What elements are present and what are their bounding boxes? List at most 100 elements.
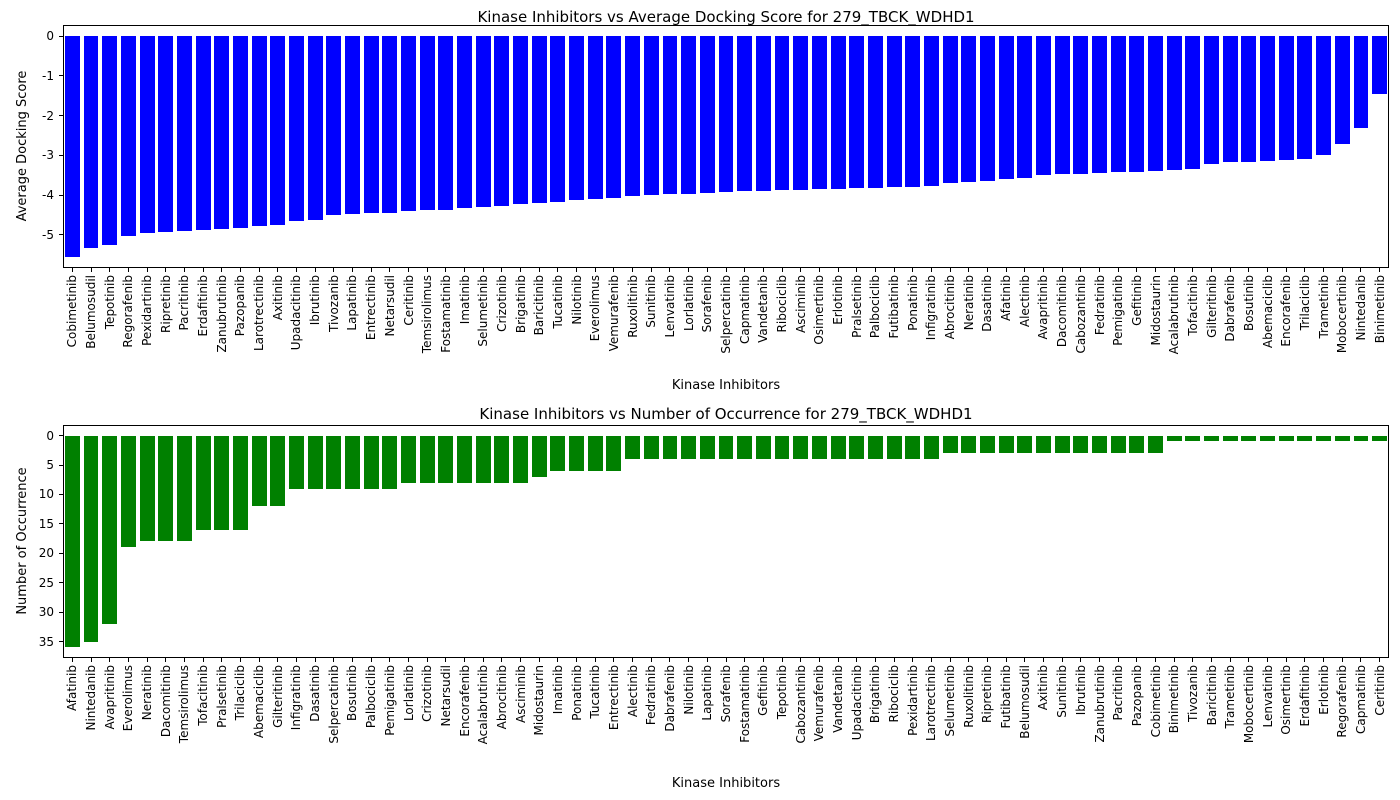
x-tick-mark (1360, 268, 1362, 272)
x-tick-label: Nilotinib (681, 665, 696, 715)
x-tick-mark (501, 658, 503, 662)
x-tick-label: Encorafenib (1279, 275, 1294, 347)
bar (102, 435, 118, 624)
y-tick-label: -3 (42, 148, 54, 163)
x-tick-label: Osimertinib (1279, 665, 1294, 735)
bar (1110, 36, 1126, 173)
x-tick-label: Pexidartinib (905, 665, 920, 736)
x-tick-label: Erlotinib (1316, 665, 1331, 715)
bar (1092, 36, 1107, 174)
x-tick-mark (1192, 658, 1194, 662)
x-tick-mark (576, 268, 578, 272)
x-tick-mark (725, 268, 727, 272)
bar (1241, 435, 1257, 442)
x-tick-mark (71, 658, 73, 662)
bar (1278, 36, 1294, 161)
x-tick-mark (893, 268, 895, 272)
bar (1372, 435, 1388, 442)
x-tick-mark (202, 268, 204, 272)
bar (961, 36, 977, 182)
bar (569, 36, 585, 200)
bar (718, 435, 734, 460)
bar (1148, 435, 1164, 454)
y-tick-label: 15 (38, 516, 54, 531)
y-tick-label: 35 (38, 634, 54, 649)
x-tick-label: Pralsetinib (214, 665, 229, 728)
x-tick-label: Midostaurin (532, 665, 547, 736)
x-tick-label: Ribociclib (775, 275, 790, 333)
x-tick-label: Dasatinib (980, 275, 995, 332)
x-tick-label: Asciminib (513, 665, 528, 723)
bar (1316, 36, 1332, 156)
x-tick-label: Tepotinib (775, 665, 790, 720)
bar (139, 435, 155, 542)
x-tick-mark (520, 658, 522, 662)
bar (214, 435, 230, 530)
x-tick-mark (1341, 658, 1343, 662)
x-tick-label: Gilteritinib (270, 665, 285, 728)
x-tick-mark (351, 268, 353, 272)
y-tick-mark (59, 435, 63, 437)
x-tick-label: Netarsudil (438, 665, 453, 727)
x-tick-label: Tivozanib (326, 275, 341, 332)
bar (120, 36, 136, 236)
y-tick-mark (59, 234, 63, 236)
x-tick-label: Pralsetinib (849, 275, 864, 338)
x-tick-label: Sunitinib (1055, 665, 1070, 718)
x-tick-label: Ponatinib (569, 665, 584, 721)
bar (1166, 435, 1182, 442)
bar (1204, 435, 1220, 442)
x-tick-mark (594, 268, 596, 272)
bar (1204, 36, 1220, 165)
bar (513, 36, 529, 204)
x-tick-label: Infigratinib (289, 665, 304, 731)
x-tick-mark (146, 268, 148, 272)
bar (681, 435, 697, 460)
bar (531, 435, 547, 477)
bar (1036, 36, 1051, 176)
bar (475, 435, 491, 483)
x-tick-mark (1285, 268, 1287, 272)
x-tick-mark (239, 268, 241, 272)
x-tick-mark (1379, 268, 1381, 272)
x-tick-mark (912, 268, 914, 272)
x-tick-label: Bosutinib (345, 665, 360, 722)
y-tick-label: 5 (46, 458, 54, 472)
bar (1110, 435, 1126, 454)
x-tick-mark (165, 658, 167, 662)
x-tick-mark (295, 658, 297, 662)
bar (270, 36, 286, 226)
x-tick-label: Erdafitinib (196, 275, 211, 337)
x-tick-label: Sorafenib (719, 665, 733, 723)
x-tick-label: Belumosudil (1017, 665, 1032, 739)
bar (1334, 435, 1350, 442)
x-tick-mark (613, 268, 615, 272)
x-tick-mark (1248, 268, 1250, 272)
x-tick-mark (258, 658, 260, 662)
y-tick-label: 10 (38, 487, 54, 502)
x-tick-mark (538, 268, 540, 272)
x-tick-label: Sunitinib (644, 275, 659, 328)
x-tick-label: Trilaciclib (233, 665, 248, 721)
x-tick-mark (1304, 268, 1306, 272)
x-tick-label: Acalabrutinib (476, 665, 491, 745)
x-tick-mark (389, 658, 391, 662)
y-tick-mark (59, 115, 63, 117)
y-tick-mark (59, 154, 63, 156)
y-tick-mark (59, 582, 63, 584)
x-tick-mark (1024, 268, 1026, 272)
bar (1241, 36, 1257, 162)
x-tick-mark (856, 658, 858, 662)
x-tick-label: Erlotinib (831, 275, 846, 325)
bar (419, 36, 435, 211)
bar (811, 435, 827, 460)
x-tick-mark (949, 268, 951, 272)
x-tick-label: Afatinib (65, 665, 80, 711)
y-tick-mark (59, 611, 63, 613)
x-axis-label: Kinase Inhibitors (671, 776, 781, 791)
bar (531, 36, 547, 204)
bar (176, 435, 192, 542)
x-tick-mark (1173, 658, 1175, 662)
x-tick-mark (277, 658, 279, 662)
x-tick-mark (632, 658, 634, 662)
